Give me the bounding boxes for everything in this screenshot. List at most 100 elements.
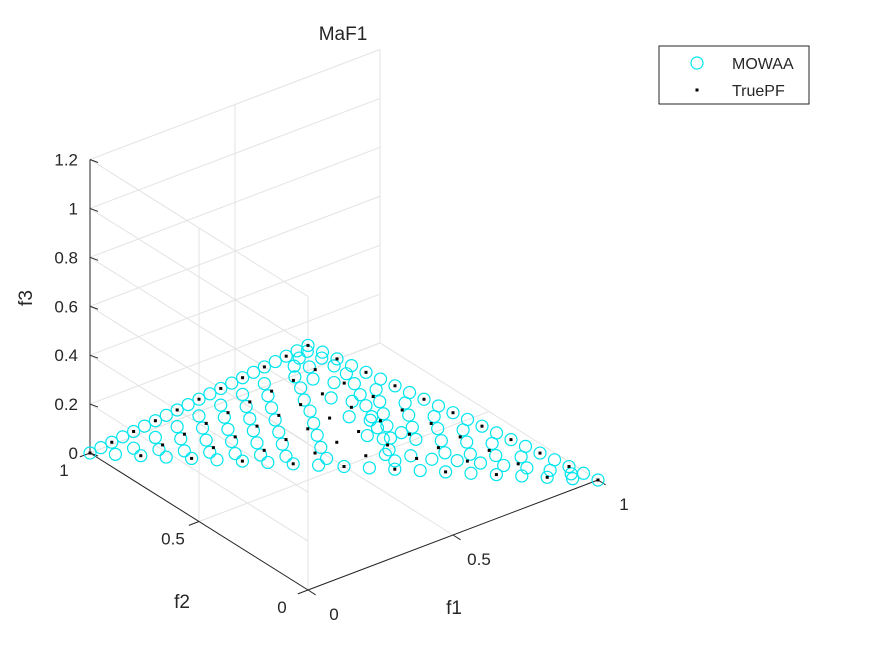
y-tick-mark (297, 589, 309, 595)
data-point-mowaa (302, 360, 316, 374)
data-point-truepf (299, 403, 303, 407)
data-point-mowaa (463, 447, 477, 461)
data-point-truepf (88, 451, 92, 455)
data-point-mowaa (288, 370, 302, 384)
data-point-mowaa (170, 420, 184, 434)
data-point-truepf (233, 435, 237, 439)
data-point-truepf (596, 478, 600, 482)
data-point-mowaa (264, 401, 279, 415)
chart-title: MaF1 (319, 24, 368, 45)
data-point-truepf (161, 443, 165, 447)
data-point-truepf (153, 419, 157, 423)
data-point-mowaa (450, 454, 464, 468)
data-point-mowaa (489, 468, 503, 482)
data-point-mowaa (460, 435, 474, 449)
data-point-truepf (219, 386, 223, 390)
data-point-truepf (335, 357, 339, 361)
data-point-truepf (277, 413, 281, 417)
data-point-truepf (415, 456, 419, 460)
data-point-mowaa (290, 344, 304, 358)
data-point-truepf (364, 454, 368, 458)
data-point-mowaa (378, 447, 392, 461)
data-point-truepf (357, 430, 361, 434)
data-point-truepf (255, 424, 259, 428)
legend-box (658, 45, 810, 105)
data-point-mowaa (195, 421, 210, 435)
data-point-mowaa (174, 432, 188, 446)
z-tick-mark (89, 305, 99, 310)
data-point-mowaa (562, 459, 576, 474)
y-tick-mark (188, 521, 200, 526)
x-tick-mark (307, 589, 316, 596)
data-point-mowaa (362, 461, 376, 475)
data-point-truepf (204, 421, 208, 425)
data-point-truepf (284, 438, 288, 442)
data-point-truepf (451, 411, 455, 415)
data-point-mowaa (320, 451, 334, 466)
data-point-mowaa (301, 338, 315, 353)
x-axis-label: f1 (446, 598, 462, 619)
data-point-truepf (211, 446, 215, 450)
data-point-mowaa (210, 453, 224, 467)
y-tick-label: 0.5 (161, 530, 185, 549)
data-point-mowaa (540, 470, 554, 484)
data-point-truepf (342, 465, 346, 468)
data-point-mowaa (376, 407, 390, 421)
axes (79, 159, 606, 596)
z-tick-mark (89, 354, 99, 359)
data-point-mowaa (485, 436, 499, 450)
z-tick-label: 0 (69, 444, 78, 463)
data-point-mowaa (475, 419, 489, 433)
data-point-mowaa (257, 360, 271, 374)
data-point-mowaa (591, 473, 605, 487)
data-point-mowaa (306, 372, 320, 386)
data-point-mowaa (439, 465, 453, 479)
data-point-mowaa (543, 463, 557, 477)
data-point-truepf (270, 389, 274, 393)
data-point-mowaa (94, 441, 108, 455)
data-point-truepf (291, 462, 295, 466)
data-point-mowaa (243, 411, 257, 426)
data-point-mowaa (246, 424, 260, 438)
data-point-mowaa (404, 449, 418, 463)
data-point-truepf (262, 365, 266, 369)
data-point-mowaa (235, 387, 250, 401)
data-point-mowaa (359, 365, 373, 379)
data-point-truepf (335, 440, 339, 444)
z-tick-mark (89, 159, 99, 163)
data-point-truepf (371, 395, 375, 399)
legend-marker-truepf (695, 88, 699, 92)
data-point-mowaa (286, 457, 300, 471)
data-point-truepf (545, 475, 549, 479)
data-point-mowaa (236, 371, 250, 385)
data-point-mowaa (456, 423, 470, 437)
data-point-mowaa (177, 444, 191, 458)
data-point-mowaa (388, 462, 402, 476)
z-tick-label: 0.8 (54, 248, 78, 267)
data-point-mowaa (388, 454, 402, 468)
data-point-mowaa (268, 354, 282, 369)
data-point-truepf (567, 465, 571, 469)
data-point-mowaa (370, 421, 385, 435)
data-point-truepf (182, 432, 186, 436)
data-point-truepf (197, 397, 201, 401)
data-point-mowaa (261, 455, 275, 470)
data-point-mowaa (376, 432, 390, 446)
data-point-mowaa (268, 413, 282, 427)
data-point-mowaa (342, 410, 356, 424)
data-point-mowaa (159, 408, 173, 422)
y-tick-label: 1 (59, 461, 68, 480)
data-point-truepf (487, 448, 491, 452)
data-point-truepf (393, 467, 397, 471)
z-tick-label: 1 (69, 199, 78, 218)
data-point-mowaa (565, 472, 580, 486)
data-point-truepf (407, 432, 411, 436)
data-point-truepf (400, 408, 404, 412)
data-point-mowaa (398, 396, 412, 410)
data-point-mowaa (438, 446, 452, 460)
data-point-mowaa (199, 433, 213, 447)
data-point-truepf (291, 378, 295, 382)
data-point-mowaa (360, 428, 374, 443)
